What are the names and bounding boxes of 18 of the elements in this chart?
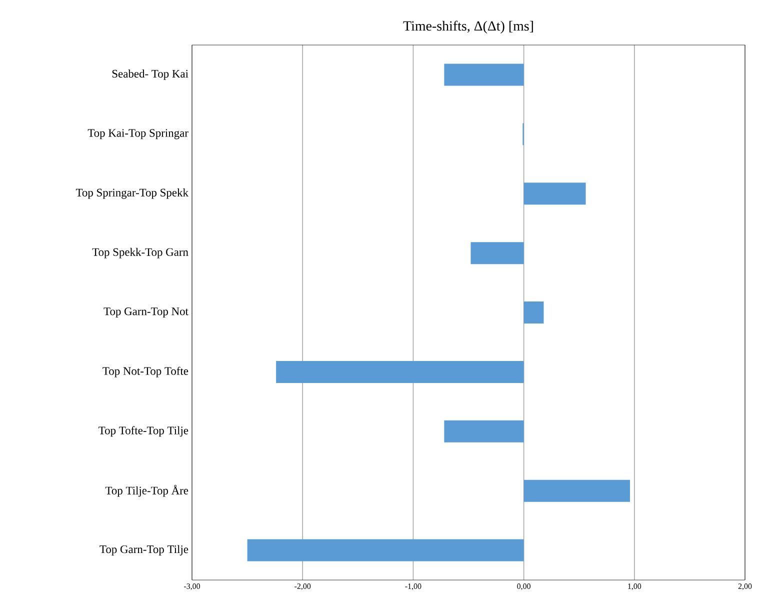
bar — [524, 480, 630, 502]
y-tick-label: Top Spekk-Top Garn — [92, 248, 188, 258]
bar — [470, 242, 524, 264]
y-tick-label: Top Tofte-Top Tilje — [98, 426, 188, 437]
y-tick-label: Top Garn-Top Not — [104, 308, 188, 318]
bar — [247, 539, 524, 562]
bar — [524, 302, 544, 324]
bar — [524, 182, 586, 205]
bar — [276, 360, 524, 383]
bar — [444, 64, 524, 86]
y-tick-label: Top Springar-Top Spekk — [76, 188, 188, 199]
y-tick-label: Seabed- Top Kai — [112, 70, 188, 80]
y-tick-label: Top Tilje-Top Åre — [105, 484, 188, 497]
y-tick-label: Top Kai-Top Springar — [88, 129, 188, 140]
bar — [444, 420, 524, 442]
y-tick-label: Top Garn-Top Tilje — [100, 545, 188, 556]
y-tick-label: Top Not-Top Tofte — [102, 366, 188, 378]
chart-title: Time-shifts, Δ(Δt) [ms] — [403, 20, 533, 34]
